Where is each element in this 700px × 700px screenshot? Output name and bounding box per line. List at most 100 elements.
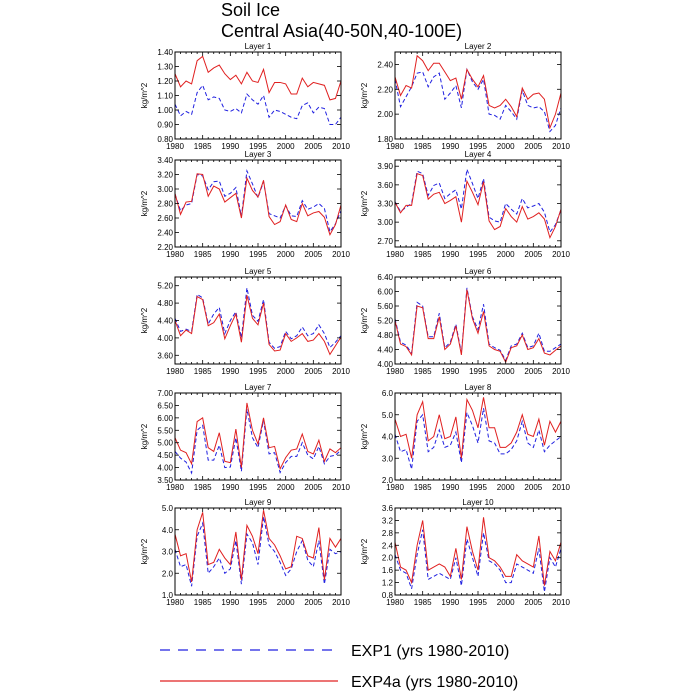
y-tick-label: 6.00 <box>377 288 393 297</box>
x-tick-label: 1995 <box>469 142 487 151</box>
panel-title: Layer 5 <box>245 267 272 276</box>
x-tick-label: 1980 <box>386 367 404 376</box>
x-tick-label: 2010 <box>332 483 350 492</box>
panel-layer-4: 1980 1985 1990 1995 2000 2005 2010 2.70 3.00 3.30… <box>360 150 570 259</box>
series-exp4a-line <box>394 397 562 459</box>
y-axis-label: kg/m^2 <box>140 423 149 449</box>
series-exp4a-line <box>394 173 562 240</box>
panel-title: Layer 1 <box>245 42 272 51</box>
y-axis-label: kg/m^2 <box>140 538 149 564</box>
series-exp4a-line <box>394 54 562 130</box>
x-tick-label: 1980 <box>166 367 184 376</box>
x-tick-label: 1980 <box>166 142 184 151</box>
y-tick-label: 2.0 <box>382 476 394 485</box>
panel-title: Layer 2 <box>465 42 492 51</box>
x-tick-label: 1995 <box>249 250 267 259</box>
x-tick-label: 1985 <box>414 142 432 151</box>
y-tick-label: 1.2 <box>382 579 394 588</box>
y-tick-label: 2.0 <box>382 554 394 563</box>
panel-layer-8: 1980 1985 1990 1995 2000 2005 2010 2.0 3.0 4.0 5.0… <box>360 383 570 492</box>
panel-title: Layer 7 <box>245 383 272 392</box>
x-tick-label: 1985 <box>414 367 432 376</box>
legend-label-exp1: EXP1 (yrs 1980-2010) <box>351 643 509 660</box>
x-tick-label: 2010 <box>552 367 570 376</box>
y-tick-label: 5.50 <box>157 426 173 435</box>
x-tick-label: 2005 <box>304 598 322 607</box>
x-tick-label: 1990 <box>221 483 239 492</box>
x-tick-label: 1995 <box>469 483 487 492</box>
x-tick-label: 1995 <box>249 483 267 492</box>
y-tick-label: 4.80 <box>157 299 173 308</box>
y-tick-label: 6.50 <box>157 401 173 410</box>
panel-title: Layer 9 <box>245 498 272 507</box>
x-tick-label: 1980 <box>166 598 184 607</box>
y-tick-label: 2.70 <box>377 237 393 246</box>
x-tick-label: 1985 <box>414 483 432 492</box>
y-tick-label: 3.90 <box>377 162 393 171</box>
y-tick-label: 5.00 <box>157 439 173 448</box>
x-tick-label: 2005 <box>304 250 322 259</box>
y-tick-label: 2.8 <box>382 529 394 538</box>
y-tick-label: 7.00 <box>157 389 173 398</box>
x-tick-label: 1990 <box>441 250 459 259</box>
y-tick-label: 1.30 <box>157 63 173 72</box>
y-tick-label: 1.20 <box>157 77 173 86</box>
y-tick-label: 1.80 <box>377 135 393 144</box>
x-tick-label: 2010 <box>332 367 350 376</box>
panel-title: Layer 4 <box>465 150 492 159</box>
x-tick-label: 1995 <box>249 598 267 607</box>
panel-layer-7: 1980 1985 1990 1995 2000 2005 2010 3.50 4.00 4.50… <box>140 383 350 492</box>
y-tick-label: 6.0 <box>382 389 394 398</box>
y-tick-label: 1.10 <box>157 92 173 101</box>
y-tick-label: 3.00 <box>157 185 173 194</box>
y-tick-label: 4.0 <box>162 526 174 535</box>
panel-layer-1: 1980 1985 1990 1995 2000 2005 2010 0.80 0.90 1.00… <box>140 42 350 151</box>
y-tick-label: 2.20 <box>157 243 173 252</box>
panel-layer-5: 1980 1985 1990 1995 2000 2005 2010 3.60 4.00 4.40… <box>140 267 350 376</box>
x-tick-label: 2010 <box>552 142 570 151</box>
y-tick-label: 6.00 <box>157 414 173 423</box>
title-line-2: Central Asia(40-50N,40-100E) <box>221 21 463 41</box>
x-tick-label: 2005 <box>304 367 322 376</box>
panel-title: Layer 6 <box>465 267 492 276</box>
plot-frame <box>174 159 342 248</box>
series-exp1-line <box>394 408 562 470</box>
x-tick-label: 2005 <box>304 142 322 151</box>
panel-title: Layer 3 <box>245 150 272 159</box>
panels-group: 1980 1985 1990 1995 2000 2005 20100.800.901.00… <box>140 42 570 607</box>
series-exp1-line <box>174 168 342 233</box>
y-tick-label: 3.60 <box>157 351 173 360</box>
y-tick-label: 3.30 <box>377 200 393 209</box>
y-tick-label: 1.0 <box>162 591 174 600</box>
y-tick-label: 1.00 <box>157 106 173 115</box>
x-tick-label: 1990 <box>441 483 459 492</box>
x-tick-label: 2000 <box>277 367 295 376</box>
series-exp4a-line <box>174 55 342 101</box>
x-tick-label: 1995 <box>249 142 267 151</box>
panel-layer-9: 1980 1985 1990 1995 2000 2005 2010 1.0 2.0 3.0 4.0… <box>140 498 350 607</box>
y-tick-label: 4.40 <box>377 346 393 355</box>
y-tick-label: 4.00 <box>157 334 173 343</box>
y-tick-label: 3.20 <box>157 171 173 180</box>
y-axis-label: kg/m^2 <box>140 82 149 108</box>
x-tick-label: 1980 <box>386 142 404 151</box>
x-tick-label: 1985 <box>194 142 212 151</box>
y-tick-label: 1.40 <box>157 48 173 57</box>
series-exp4a-line <box>174 295 342 356</box>
y-tick-label: 3.2 <box>382 516 394 525</box>
x-tick-label: 1990 <box>441 598 459 607</box>
y-tick-label: 3.6 <box>382 504 394 513</box>
x-tick-label: 1985 <box>194 483 212 492</box>
x-tick-label: 2010 <box>332 598 350 607</box>
y-axis-label: kg/m^2 <box>140 307 149 333</box>
series-exp1-line <box>174 84 342 125</box>
y-tick-label: 3.00 <box>377 218 393 227</box>
y-tick-label: 1.6 <box>382 566 394 575</box>
x-tick-label: 2005 <box>524 250 542 259</box>
y-tick-label: 4.0 <box>382 433 394 442</box>
y-tick-label: 2.80 <box>157 200 173 209</box>
plot-frame <box>394 392 562 481</box>
y-tick-label: 3.50 <box>157 476 173 485</box>
x-tick-label: 2010 <box>332 250 350 259</box>
y-tick-label: 5.60 <box>377 302 393 311</box>
